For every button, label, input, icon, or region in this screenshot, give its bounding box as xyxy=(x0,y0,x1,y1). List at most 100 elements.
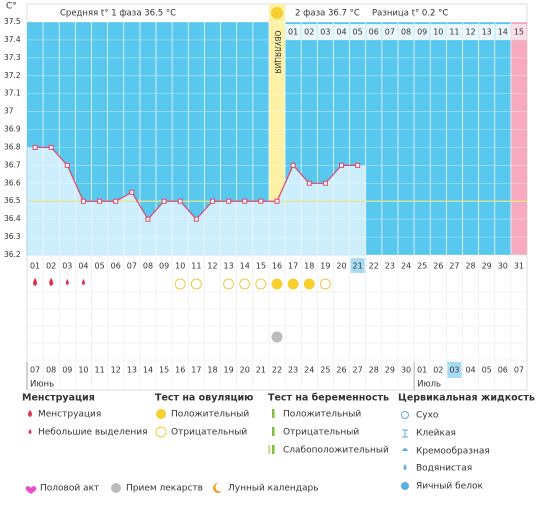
x-tick-label: 22 xyxy=(369,262,379,271)
ovulation-negative xyxy=(223,278,235,290)
temperature-point xyxy=(290,162,296,168)
phase2-cell xyxy=(446,24,462,40)
month-label: Июль xyxy=(417,380,441,390)
phase2-day: 09 xyxy=(417,28,427,37)
phase2-cell xyxy=(301,24,317,40)
x-tick-label: 18 xyxy=(304,262,314,271)
temperature-point xyxy=(145,216,151,222)
x-tick-label: 01 xyxy=(30,262,40,271)
ovulation-negative xyxy=(190,278,202,290)
calendar-date: 22 xyxy=(272,366,282,375)
ovulation-negative xyxy=(239,278,251,290)
phase2-day: 02 xyxy=(304,28,314,37)
calendar-date: 07 xyxy=(30,366,40,375)
calendar-date: 20 xyxy=(240,366,250,375)
legend-title: Тест на беременность xyxy=(268,393,389,404)
calendar-date: 02 xyxy=(433,366,443,375)
menstruation-heavy xyxy=(49,278,54,286)
legend-item: Половой акт xyxy=(40,484,99,494)
y-tick-label: 36.8 xyxy=(4,142,21,151)
x-tick-label: 30 xyxy=(498,262,508,271)
legend-item: Небольшие выделения xyxy=(38,428,148,438)
calendar-date: 23 xyxy=(288,366,298,375)
phase2-cell xyxy=(511,24,527,40)
x-tick-label: 08 xyxy=(143,262,153,271)
temperature-point xyxy=(80,198,86,204)
phase2-day: 11 xyxy=(449,28,459,37)
legend-item: Положительный xyxy=(283,410,361,420)
x-tick-label: 23 xyxy=(385,262,395,271)
phase2-day: 06 xyxy=(369,28,379,37)
legend-item: Положительный xyxy=(171,410,249,420)
calendar-date: 24 xyxy=(304,366,314,375)
calendar-date: 08 xyxy=(46,366,56,375)
temperature-point xyxy=(355,162,361,168)
calendar-date: 03 xyxy=(449,366,459,375)
y-tick-label: 36.4 xyxy=(4,214,21,223)
phase2-cell xyxy=(382,24,398,40)
legend-title: Цервикальная жидкость xyxy=(398,393,535,404)
phase2-cell xyxy=(414,24,430,40)
x-tick-label: 06 xyxy=(111,262,121,271)
temperature-point xyxy=(64,162,70,168)
y-tick-label: 37.4 xyxy=(4,35,21,44)
temperature-point xyxy=(226,198,232,204)
legend-item: Отрицательный xyxy=(283,428,359,438)
menstruation-light xyxy=(81,279,85,285)
calendar-date: 28 xyxy=(369,366,379,375)
legend-item: Сухо xyxy=(416,411,439,421)
phase2: 2 фаза 36.7 °C xyxy=(295,9,360,19)
x-tick-label: 09 xyxy=(159,262,169,271)
calendar-date: 21 xyxy=(256,366,266,375)
legend-item: Водянистая xyxy=(416,464,472,474)
legend-item: Прием лекарств xyxy=(126,484,203,494)
calendar-date: 25 xyxy=(320,366,330,375)
x-tick-label: 27 xyxy=(449,262,459,271)
ovulation-positive xyxy=(287,278,299,290)
temperature-point xyxy=(177,198,183,204)
calendar-date: 15 xyxy=(159,366,169,375)
temperature-point xyxy=(274,198,280,204)
temperature-point xyxy=(48,144,54,150)
x-tick-label: 12 xyxy=(207,262,217,271)
temperature-point xyxy=(97,198,103,204)
current-day xyxy=(350,258,365,273)
phase2-day: 05 xyxy=(353,28,363,37)
phase2-day: 13 xyxy=(482,28,492,37)
temperature-point xyxy=(322,180,328,186)
calendar-date: 04 xyxy=(465,366,475,375)
x-tick-label: 28 xyxy=(465,262,475,271)
x-tick-label: 26 xyxy=(433,262,443,271)
phase2-day: 10 xyxy=(433,28,443,37)
y-tick-label: 36.9 xyxy=(4,125,21,134)
calendar-date: 06 xyxy=(498,366,508,375)
legend-item: Кремообразная xyxy=(416,447,490,457)
phase2-day: 08 xyxy=(401,28,411,37)
x-tick-label: 07 xyxy=(127,262,137,271)
temperature-point xyxy=(113,198,119,204)
phase2-cell xyxy=(317,24,333,40)
legend-item: Клейкая xyxy=(416,429,456,439)
phase2-cell xyxy=(462,24,479,40)
temperature-point xyxy=(129,189,135,195)
menstruation-light xyxy=(65,279,69,285)
x-tick-label: 14 xyxy=(240,262,250,271)
phase2-day: 03 xyxy=(320,28,330,37)
difference: Разница t° 0.2 °C xyxy=(372,9,448,19)
x-tick-label: 16 xyxy=(272,262,282,271)
calendar-date: 07 xyxy=(514,366,524,375)
phase2-cell xyxy=(479,24,495,40)
calendar-date: 30 xyxy=(401,366,411,375)
x-tick-label: 20 xyxy=(336,262,346,271)
plot: ОВУЛЯЦИЯ 37.5 37.4 37.3 37.2 37.1 37 36.9 36.8 36… xyxy=(4,4,527,390)
phase2-day: 01 xyxy=(288,28,298,37)
phase2-cell xyxy=(350,24,366,40)
x-tick-label: 21 xyxy=(353,262,363,271)
x-tick-label: 04 xyxy=(78,262,88,271)
x-tick-label: 02 xyxy=(46,262,56,271)
temperature-point xyxy=(161,198,167,204)
legend-title: Тест на овуляцию xyxy=(155,393,253,404)
y-tick-label: 37 xyxy=(4,107,14,116)
phase2-day: 14 xyxy=(498,28,508,37)
calendar-date: 01 xyxy=(417,366,427,375)
